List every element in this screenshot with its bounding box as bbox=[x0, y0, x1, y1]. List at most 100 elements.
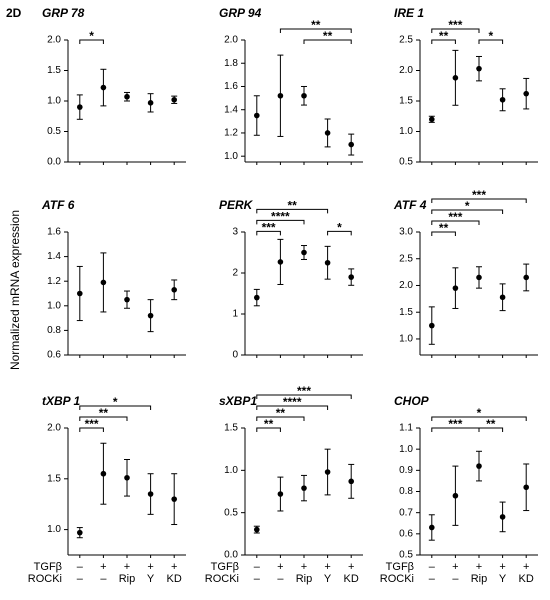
condition-label: – bbox=[254, 573, 261, 585]
significance-label: *** bbox=[472, 188, 486, 202]
chart-title: PERK bbox=[219, 198, 254, 212]
data-point bbox=[523, 484, 529, 491]
data-point bbox=[77, 104, 83, 110]
condition-label: Y bbox=[499, 573, 507, 585]
data-point bbox=[499, 96, 506, 103]
data-point bbox=[100, 470, 107, 477]
significance-label: *** bbox=[448, 18, 462, 32]
y-tick-label: 2.0 bbox=[399, 65, 413, 76]
condition-label: – bbox=[429, 561, 436, 573]
data-point bbox=[348, 141, 355, 148]
significance-bracket bbox=[79, 416, 128, 421]
condition-label: Rip bbox=[471, 573, 488, 585]
significance-bracket bbox=[431, 28, 480, 33]
significance-label: * bbox=[477, 406, 482, 420]
significance-label: *** bbox=[448, 210, 462, 224]
y-tick-label: 0.5 bbox=[399, 550, 413, 561]
data-point bbox=[77, 290, 83, 297]
y-tick-label: 1.0 bbox=[399, 334, 413, 345]
data-point bbox=[429, 116, 435, 123]
data-point bbox=[452, 75, 459, 81]
significance-bracket bbox=[431, 39, 456, 44]
y-tick-label: 1.2 bbox=[224, 128, 238, 139]
y-tick-label: 1.0 bbox=[47, 300, 61, 311]
y-tick-label: 1.0 bbox=[399, 126, 413, 137]
data-point bbox=[124, 296, 130, 303]
data-point bbox=[429, 322, 435, 329]
y-tick-label: 0.0 bbox=[47, 157, 61, 168]
y-tick-label: 0 bbox=[232, 350, 238, 361]
significance-bracket bbox=[431, 209, 504, 214]
data-point bbox=[77, 529, 83, 536]
data-point bbox=[301, 249, 307, 256]
significance-label: * bbox=[89, 29, 94, 43]
condition-label: Y bbox=[147, 573, 155, 585]
condition-label: KD bbox=[519, 573, 534, 585]
significance-label: * bbox=[465, 199, 470, 213]
condition-name: ROCKi bbox=[380, 573, 414, 585]
data-point bbox=[301, 485, 307, 491]
significance-label: *** bbox=[448, 417, 462, 431]
y-tick-label: 1.5 bbox=[399, 307, 413, 318]
data-point bbox=[476, 65, 482, 72]
y-tick-label: 1.4 bbox=[224, 104, 238, 115]
condition-label: + bbox=[499, 561, 505, 573]
y-tick-label: 0.9 bbox=[399, 465, 413, 476]
y-tick-label: 0.6 bbox=[47, 350, 61, 361]
y-tick-label: 0.6 bbox=[399, 528, 413, 539]
data-point bbox=[523, 274, 529, 281]
condition-name: TGFβ bbox=[211, 561, 239, 573]
data-point bbox=[100, 279, 107, 286]
condition-label: – bbox=[277, 573, 284, 585]
y-tick-label: 1.0 bbox=[47, 96, 61, 107]
y-tick-label: 0.5 bbox=[399, 157, 413, 168]
significance-bracket bbox=[256, 394, 352, 399]
condition-label: Rip bbox=[119, 573, 136, 585]
data-point bbox=[429, 524, 435, 531]
data-point bbox=[324, 259, 331, 266]
condition-label: – bbox=[429, 573, 436, 585]
y-tick-label: 1.5 bbox=[47, 65, 61, 76]
condition-label: – bbox=[100, 573, 107, 585]
significance-bracket bbox=[431, 198, 527, 203]
significance-bracket bbox=[256, 208, 329, 214]
significance-bracket bbox=[79, 427, 104, 432]
significance-label: ** bbox=[311, 18, 321, 32]
y-tick-label: 2.0 bbox=[47, 423, 61, 434]
chart-title: CHOP bbox=[394, 394, 430, 408]
significance-bracket bbox=[256, 219, 305, 225]
significance-label: **** bbox=[283, 395, 302, 409]
condition-label: Y bbox=[324, 573, 332, 585]
significance-label: ** bbox=[288, 199, 298, 213]
data-point bbox=[124, 93, 130, 100]
y-tick-label: 3.0 bbox=[399, 227, 413, 238]
y-tick-label: 1.0 bbox=[224, 465, 238, 476]
y-tick-label: 2.5 bbox=[399, 253, 413, 264]
data-point bbox=[348, 274, 355, 280]
chart-title: ATF 6 bbox=[41, 198, 75, 212]
y-tick-label: 1.2 bbox=[47, 276, 61, 287]
condition-name: ROCKi bbox=[205, 573, 239, 585]
condition-label: + bbox=[301, 561, 307, 573]
data-point bbox=[124, 474, 130, 481]
significance-label: *** bbox=[297, 384, 311, 398]
significance-bracket bbox=[303, 39, 352, 44]
significance-bracket bbox=[431, 416, 527, 421]
panel-label: 2D bbox=[6, 6, 22, 20]
significance-label: *** bbox=[85, 417, 99, 431]
data-point bbox=[452, 285, 459, 291]
data-point bbox=[348, 478, 355, 485]
condition-label: + bbox=[124, 561, 130, 573]
significance-label: ** bbox=[486, 417, 496, 431]
condition-label: + bbox=[277, 561, 283, 573]
y-tick-label: 1.0 bbox=[399, 444, 413, 455]
y-axis-label: Normalized mRNA expression bbox=[8, 210, 22, 370]
y-tick-label: 0.7 bbox=[399, 507, 413, 518]
significance-bracket bbox=[256, 405, 329, 410]
condition-label: – bbox=[77, 561, 84, 573]
significance-label: * bbox=[488, 29, 493, 43]
data-point bbox=[523, 90, 529, 97]
data-point bbox=[476, 463, 482, 469]
data-point bbox=[147, 100, 154, 106]
significance-bracket bbox=[256, 230, 281, 236]
